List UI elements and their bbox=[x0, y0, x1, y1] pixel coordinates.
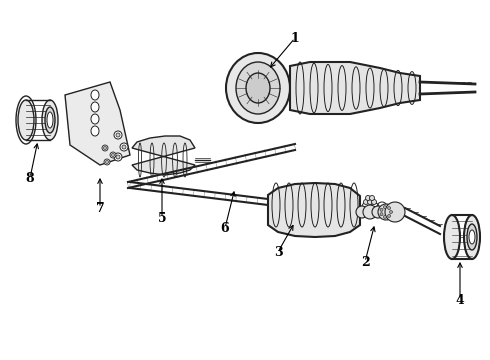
Circle shape bbox=[116, 133, 120, 137]
Circle shape bbox=[110, 152, 116, 158]
Circle shape bbox=[112, 153, 115, 157]
Ellipse shape bbox=[444, 215, 460, 259]
Circle shape bbox=[390, 211, 392, 213]
Ellipse shape bbox=[469, 230, 475, 244]
Ellipse shape bbox=[246, 73, 270, 103]
Circle shape bbox=[371, 199, 376, 204]
Circle shape bbox=[114, 131, 122, 139]
Polygon shape bbox=[290, 62, 420, 114]
Circle shape bbox=[383, 215, 387, 219]
Circle shape bbox=[116, 155, 120, 159]
Circle shape bbox=[104, 159, 110, 165]
Circle shape bbox=[372, 206, 384, 218]
Circle shape bbox=[363, 205, 377, 219]
Ellipse shape bbox=[236, 62, 280, 114]
Ellipse shape bbox=[18, 100, 34, 140]
Text: 5: 5 bbox=[158, 212, 166, 225]
Circle shape bbox=[380, 213, 383, 216]
Polygon shape bbox=[132, 136, 195, 175]
Ellipse shape bbox=[464, 215, 480, 259]
Circle shape bbox=[385, 202, 405, 222]
Ellipse shape bbox=[91, 126, 99, 136]
Text: 7: 7 bbox=[96, 202, 104, 215]
Text: 6: 6 bbox=[220, 221, 229, 234]
Ellipse shape bbox=[42, 100, 58, 140]
Circle shape bbox=[102, 145, 108, 151]
Text: 4: 4 bbox=[456, 293, 465, 306]
Ellipse shape bbox=[467, 224, 477, 250]
Circle shape bbox=[103, 147, 106, 149]
Circle shape bbox=[105, 161, 108, 163]
Circle shape bbox=[122, 145, 126, 149]
Ellipse shape bbox=[91, 90, 99, 100]
Text: 8: 8 bbox=[25, 171, 34, 185]
Text: 3: 3 bbox=[274, 246, 282, 258]
Circle shape bbox=[114, 153, 122, 161]
Circle shape bbox=[388, 215, 391, 217]
Circle shape bbox=[364, 199, 368, 204]
Text: 2: 2 bbox=[361, 256, 369, 269]
Text: 1: 1 bbox=[291, 32, 299, 45]
Circle shape bbox=[356, 206, 368, 218]
Circle shape bbox=[383, 206, 387, 209]
Ellipse shape bbox=[91, 102, 99, 112]
Ellipse shape bbox=[45, 107, 55, 133]
Circle shape bbox=[369, 195, 374, 201]
Polygon shape bbox=[65, 82, 130, 165]
Ellipse shape bbox=[226, 53, 290, 123]
Circle shape bbox=[380, 208, 383, 211]
Ellipse shape bbox=[91, 114, 99, 124]
Circle shape bbox=[388, 207, 391, 210]
Circle shape bbox=[378, 204, 394, 220]
Polygon shape bbox=[268, 183, 360, 237]
Circle shape bbox=[366, 195, 370, 201]
Ellipse shape bbox=[47, 112, 53, 128]
Circle shape bbox=[120, 143, 128, 151]
Circle shape bbox=[368, 199, 372, 204]
